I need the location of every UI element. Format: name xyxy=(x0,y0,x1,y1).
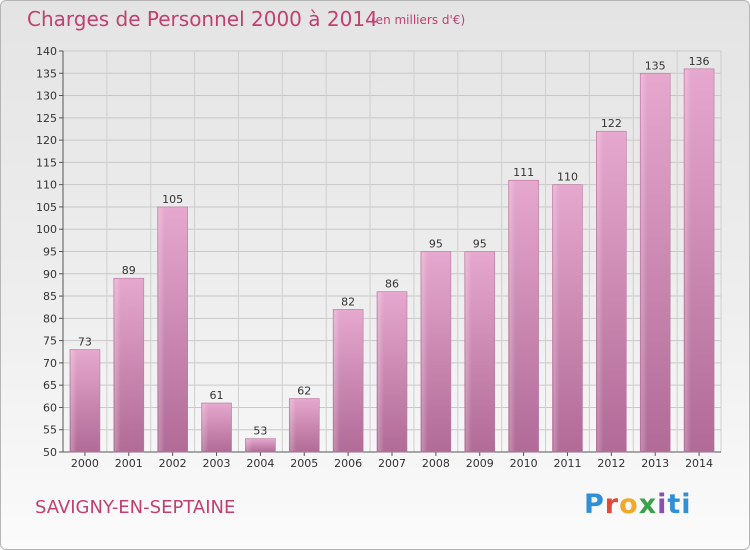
x-tick-label: 2011 xyxy=(553,457,581,470)
bar-highlight xyxy=(641,74,648,452)
bar xyxy=(245,438,276,453)
chart-title: Charges de Personnel 2000 à 2014 xyxy=(27,7,378,31)
logo-letter: o xyxy=(619,489,639,520)
logo-letter: x xyxy=(638,489,658,520)
x-tick-label: 2002 xyxy=(159,457,187,470)
y-tick-label: 80 xyxy=(43,312,57,325)
bar-highlight xyxy=(685,69,692,452)
bar-highlight xyxy=(290,399,297,451)
y-tick-label: 110 xyxy=(36,179,57,192)
bars xyxy=(69,68,715,453)
y-tick-label: 60 xyxy=(43,401,57,414)
x-tick-label: 2003 xyxy=(203,457,231,470)
y-tick-label: 85 xyxy=(43,290,57,303)
y-tick-label: 130 xyxy=(36,90,57,103)
value-label: 95 xyxy=(473,238,487,251)
x-tick-label: 2014 xyxy=(685,457,713,470)
x-tick-label: 2008 xyxy=(422,457,450,470)
value-label: 105 xyxy=(162,193,183,206)
bar-highlight xyxy=(202,403,209,451)
commune-name: SAVIGNY-EN-SEPTAINE xyxy=(35,497,236,518)
x-tick-label: 2001 xyxy=(115,457,143,470)
proxiti-logo[interactable]: Proxiti xyxy=(584,489,692,520)
y-tick-label: 125 xyxy=(36,112,57,125)
bar-highlight xyxy=(597,132,604,451)
value-label: 86 xyxy=(385,278,399,291)
bar-highlight xyxy=(509,181,516,451)
value-label: 122 xyxy=(601,117,622,130)
x-tick-label: 2005 xyxy=(290,457,318,470)
value-label: 62 xyxy=(297,385,311,398)
logo-letter: i xyxy=(657,489,668,520)
bar-highlight xyxy=(334,310,341,451)
y-tick-label: 115 xyxy=(36,156,57,169)
value-label: 73 xyxy=(78,336,92,349)
y-tick-label: 50 xyxy=(43,446,57,459)
value-label: 135 xyxy=(645,59,666,72)
y-tick-label: 140 xyxy=(36,45,57,58)
bar-highlight xyxy=(70,350,77,451)
logo-letter: ti xyxy=(667,489,692,520)
y-tick-label: 95 xyxy=(43,246,57,259)
value-label: 53 xyxy=(253,425,267,438)
chart-subtitle: (en milliers d'€) xyxy=(371,13,466,27)
x-tick-label: 2013 xyxy=(641,457,669,470)
bar-highlight xyxy=(158,207,165,451)
y-tick-label: 105 xyxy=(36,201,57,214)
x-tick-label: 2012 xyxy=(597,457,625,470)
value-label: 61 xyxy=(210,389,224,402)
value-label: 95 xyxy=(429,238,443,251)
y-tick-label: 75 xyxy=(43,335,57,348)
x-tick-label: 2004 xyxy=(246,457,274,470)
bar-highlight xyxy=(465,252,472,451)
logo-letter: P xyxy=(584,489,605,520)
tick-labels: 50 55 60 65 70 75 80 85 90 95 100 105 110 115 120 125 13… xyxy=(36,45,713,470)
bar-highlight xyxy=(378,292,384,451)
x-tick-label: 2006 xyxy=(334,457,362,470)
y-tick-label: 120 xyxy=(36,134,57,147)
bar-highlight xyxy=(246,439,253,451)
bar-highlight xyxy=(421,252,428,451)
value-label: 136 xyxy=(689,55,710,68)
y-tick-label: 100 xyxy=(36,223,57,236)
value-label: 111 xyxy=(513,166,534,179)
value-label: 89 xyxy=(122,264,136,277)
x-tick-label: 2010 xyxy=(510,457,538,470)
value-label: 110 xyxy=(557,171,578,184)
y-tick-label: 65 xyxy=(43,379,57,392)
y-tick-label: 135 xyxy=(36,67,57,80)
x-tick-label: 2009 xyxy=(466,457,494,470)
x-tick-label: 2007 xyxy=(378,457,406,470)
logo-letter: r xyxy=(604,489,620,520)
y-tick-label: 90 xyxy=(43,268,57,281)
bar-highlight xyxy=(114,279,121,451)
bar-highlight xyxy=(553,185,560,451)
value-label: 82 xyxy=(341,295,355,308)
x-tick-label: 2000 xyxy=(71,457,99,470)
value-labels: 73 89 105 61 53 62 82 86 95 95 111 110 122 135 136 xyxy=(78,55,710,438)
y-tick-label: 70 xyxy=(43,357,57,370)
y-tick-label: 55 xyxy=(43,424,57,437)
